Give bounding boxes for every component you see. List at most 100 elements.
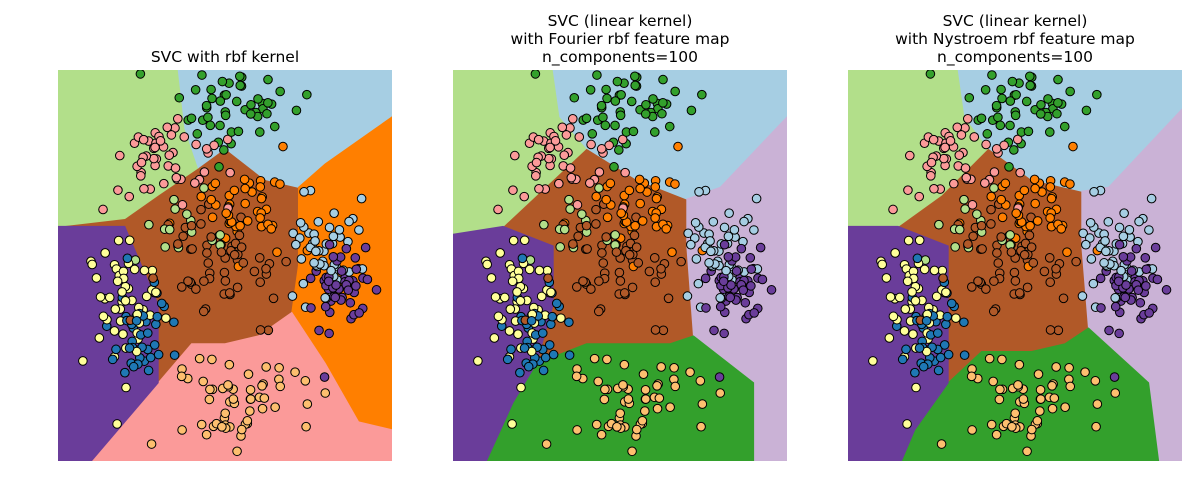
- data-point-yellow: [493, 311, 504, 322]
- data-point-orange: [239, 174, 250, 185]
- data-point-yellow: [100, 248, 110, 258]
- data-point-orange: [1045, 182, 1056, 192]
- data-point-green: [1035, 109, 1046, 119]
- data-point-pink: [172, 114, 183, 124]
- data-point-lightorange: [1080, 367, 1090, 377]
- data-point-lightorange: [967, 425, 977, 435]
- data-point-brown: [261, 263, 271, 274]
- data-point-lightorange: [245, 385, 256, 395]
- data-point-brown: [1044, 253, 1055, 263]
- data-point-purple: [731, 266, 742, 276]
- data-point-blue: [918, 361, 929, 372]
- data-point-pink: [139, 183, 149, 194]
- data-point-brown: [232, 282, 243, 293]
- data-point-brown: [938, 273, 948, 284]
- data-point-pink: [519, 191, 530, 202]
- data-point-brown: [601, 232, 611, 242]
- plot-area: [848, 70, 1182, 461]
- data-point-lightorange: [196, 419, 207, 430]
- data-point-yellow: [907, 287, 917, 297]
- data-point-brown: [1051, 263, 1061, 274]
- data-point-green: [206, 84, 216, 95]
- data-point-yellow: [151, 287, 161, 298]
- data-point-yellow: [499, 292, 510, 303]
- data-point-lightorange: [1007, 421, 1017, 432]
- data-point-yellow: [110, 304, 121, 314]
- data-point-brown: [986, 219, 996, 229]
- data-point-purple: [1109, 372, 1120, 382]
- data-point-orange: [235, 220, 245, 231]
- data-point-green: [201, 100, 212, 111]
- data-point-purple: [320, 301, 331, 312]
- data-point-green: [600, 120, 611, 131]
- data-point-green: [641, 99, 651, 110]
- data-point-purple: [755, 242, 766, 253]
- data-point-purple: [726, 280, 736, 290]
- data-point-blue: [111, 344, 121, 355]
- data-point-green: [982, 129, 993, 139]
- data-point-purple: [1118, 252, 1129, 262]
- data-point-yellow: [515, 296, 526, 306]
- data-point-yellow: [894, 292, 905, 303]
- data-point-yellow: [121, 382, 131, 393]
- data-point-pink: [150, 142, 160, 153]
- subplot-title-line-3: n_components=100: [542, 48, 698, 67]
- data-point-orange: [1029, 174, 1040, 185]
- data-point-lightgreen: [577, 209, 587, 219]
- data-point-lightorange: [300, 376, 311, 386]
- data-point-yellow: [112, 276, 123, 287]
- data-point-brown: [586, 284, 596, 294]
- data-point-yellow: [910, 296, 921, 306]
- data-point-lightorange: [627, 446, 637, 457]
- data-point-green: [1007, 76, 1018, 87]
- data-point-pink: [596, 144, 607, 154]
- data-point-lightblue: [704, 258, 714, 268]
- data-point-lightorange: [1065, 381, 1076, 392]
- data-point-purple: [1152, 274, 1163, 285]
- data-point-green: [231, 96, 242, 107]
- data-point-green: [245, 109, 256, 119]
- data-point-blue: [156, 298, 167, 309]
- data-point-brown: [1022, 282, 1033, 293]
- data-point-lightorange: [261, 362, 271, 372]
- data-point-yellow: [117, 287, 127, 297]
- data-point-lightgreen: [564, 194, 574, 205]
- data-point-orange: [635, 198, 646, 209]
- data-point-lightgreen: [164, 224, 175, 235]
- data-point-pink: [586, 139, 596, 150]
- data-point-pink: [888, 204, 898, 215]
- data-point-purple: [738, 285, 749, 295]
- data-point-lightorange: [593, 376, 603, 387]
- data-point-lightorange: [1033, 369, 1044, 380]
- data-point-pink: [940, 142, 950, 153]
- data-point-brown: [1010, 276, 1021, 286]
- data-point-lightorange: [1032, 415, 1043, 426]
- data-point-green: [1004, 162, 1014, 172]
- data-point-pink: [493, 204, 503, 215]
- data-point-purple: [700, 273, 711, 284]
- data-point-lightorange: [1060, 402, 1070, 412]
- data-point-orange: [650, 182, 661, 192]
- data-point-lightorange: [640, 385, 651, 395]
- data-point-lightorange: [146, 439, 157, 449]
- data-point-lightorange: [697, 399, 708, 409]
- data-point-green: [1010, 110, 1021, 121]
- data-point-lightorange: [257, 381, 267, 391]
- data-point-green: [598, 112, 608, 123]
- data-point-yellow: [951, 313, 961, 323]
- data-point-lightblue: [334, 225, 345, 235]
- data-point-green: [686, 105, 697, 116]
- data-point-yellow: [507, 419, 517, 429]
- data-point-brown: [624, 250, 635, 260]
- data-point-pink: [136, 157, 147, 168]
- data-point-purple: [701, 303, 711, 313]
- data-point-green: [1005, 120, 1015, 131]
- data-point-lightgreen: [989, 183, 999, 193]
- data-point-lightblue: [693, 278, 704, 289]
- data-point-lightblue: [719, 222, 730, 233]
- data-point-brown: [568, 239, 578, 249]
- data-point-green: [925, 70, 936, 79]
- data-point-lightorange: [245, 394, 256, 404]
- data-point-purple: [1096, 303, 1106, 313]
- data-point-blue: [538, 365, 549, 376]
